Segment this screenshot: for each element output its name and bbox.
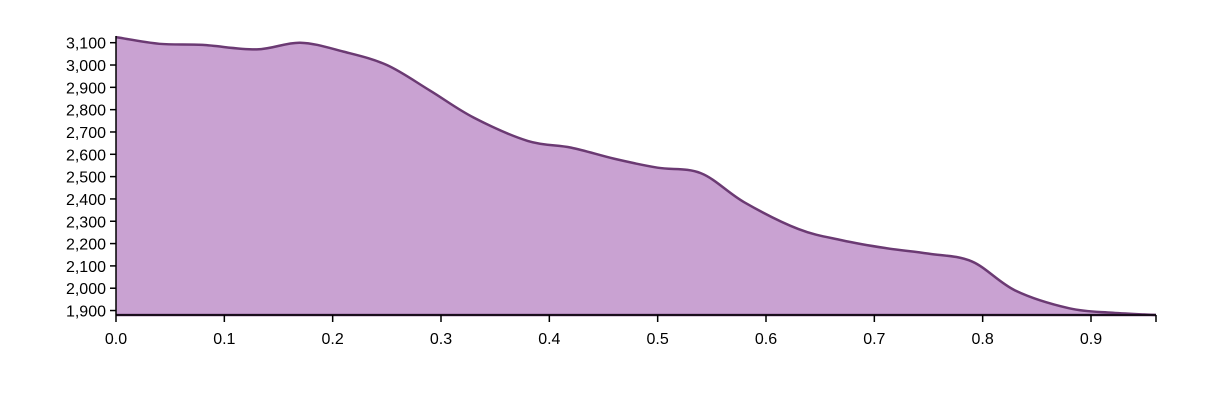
area-fill [116,37,1156,316]
area-layer [115,35,1157,317]
x-tick-label: 0.4 [538,331,560,348]
x-tick-label: 0.1 [213,331,235,348]
area-line [115,35,1157,317]
x-tick-label: 0.3 [430,331,452,348]
y-tick-label: 2,100 [66,259,106,276]
x-tick-label: 0.8 [972,331,994,348]
y-tick-label: 2,700 [66,125,106,142]
y-tick-label: 2,600 [66,147,106,164]
y-axis: 1,900 2,000 2,100 2,200 2,300 2,400 2,500 2,600… [66,36,117,321]
x-tick-label: 0.2 [322,331,344,348]
y-tick-label: 2,500 [66,170,106,187]
y-tick-label: 2,000 [66,281,106,298]
y-tick-label: 2,300 [66,214,106,231]
y-tick-label: 2,800 [66,103,106,120]
y-tick-label: 2,200 [66,237,106,254]
x-axis: 0.0 0.1 0.2 0.3 0.4 0.5 0.6 0.7 0.8 0.9 [105,314,1157,348]
y-tick-label: 1,900 [66,304,106,321]
y-tick-label: 3,100 [66,36,106,53]
x-tick-label: 0.7 [863,331,885,348]
x-tick-label: 0.6 [755,331,777,348]
x-tick-label: 0.5 [647,331,669,348]
y-tick-label: 2,400 [66,192,106,209]
y-tick-label: 2,900 [66,80,106,97]
x-tick-label: 0.0 [105,331,127,348]
x-tick-label: 0.9 [1080,331,1102,348]
y-tick-label: 3,000 [66,58,106,75]
